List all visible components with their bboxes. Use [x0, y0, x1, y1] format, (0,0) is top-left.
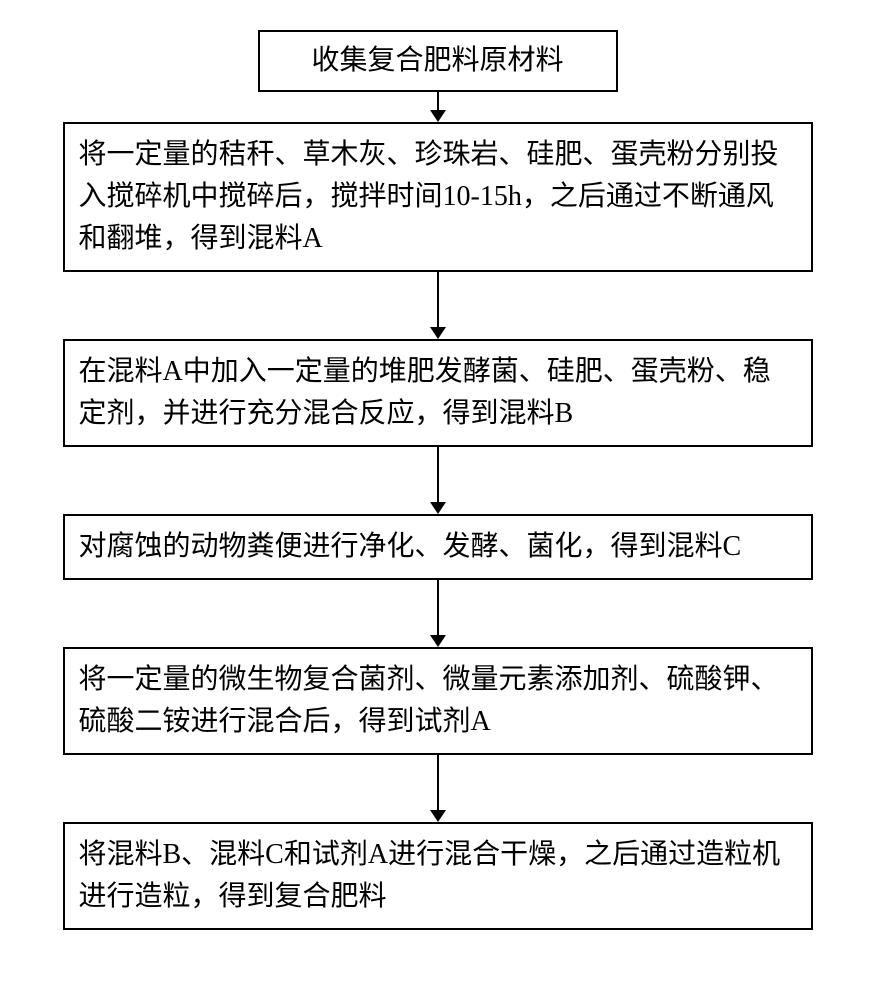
arrow-3 [430, 447, 446, 514]
arrow-line [437, 447, 439, 502]
flowchart-step-1: 收集复合肥料原材料 [258, 30, 618, 92]
arrow-4 [430, 580, 446, 647]
step-text: 对腐蚀的动物粪便进行净化、发酵、菌化，得到混料C [79, 531, 742, 562]
step-text: 将一定量的微生物复合菌剂、微量元素添加剂、硫酸钾、硫酸二铵进行混合后，得到试剂A [79, 664, 779, 737]
arrow-head-icon [430, 502, 446, 514]
arrow-head-icon [430, 110, 446, 122]
flowchart-step-5: 将一定量的微生物复合菌剂、微量元素添加剂、硫酸钾、硫酸二铵进行混合后，得到试剂A [63, 647, 813, 755]
arrow-5 [430, 755, 446, 822]
step-text: 将一定量的秸秆、草木灰、珍珠岩、硅肥、蛋壳粉分别投入搅碎机中搅碎后，搅拌时间10… [79, 139, 779, 254]
flowchart-step-6: 将混料B、混料C和试剂A进行混合干燥，之后通过造粒机进行造粒，得到复合肥料 [63, 822, 813, 930]
arrow-line [437, 272, 439, 327]
flowchart-step-2: 将一定量的秸秆、草木灰、珍珠岩、硅肥、蛋壳粉分别投入搅碎机中搅碎后，搅拌时间10… [63, 122, 813, 272]
step-text: 将混料B、混料C和试剂A进行混合干燥，之后通过造粒机进行造粒，得到复合肥料 [79, 839, 781, 912]
arrow-line [437, 580, 439, 635]
arrow-1 [430, 92, 446, 122]
step-text: 在混料A中加入一定量的堆肥发酵菌、硅肥、蛋壳粉、稳定剂，并进行充分混合反应，得到… [79, 356, 771, 429]
arrow-line [437, 92, 439, 110]
arrow-head-icon [430, 635, 446, 647]
step-text: 收集复合肥料原材料 [311, 45, 563, 76]
arrow-head-icon [430, 810, 446, 822]
flowchart-container: 收集复合肥料原材料 将一定量的秸秆、草木灰、珍珠岩、硅肥、蛋壳粉分别投入搅碎机中… [63, 30, 813, 930]
flowchart-step-4: 对腐蚀的动物粪便进行净化、发酵、菌化，得到混料C [63, 514, 813, 580]
arrow-line [437, 755, 439, 810]
flowchart-step-3: 在混料A中加入一定量的堆肥发酵菌、硅肥、蛋壳粉、稳定剂，并进行充分混合反应，得到… [63, 339, 813, 447]
arrow-2 [430, 272, 446, 339]
arrow-head-icon [430, 327, 446, 339]
